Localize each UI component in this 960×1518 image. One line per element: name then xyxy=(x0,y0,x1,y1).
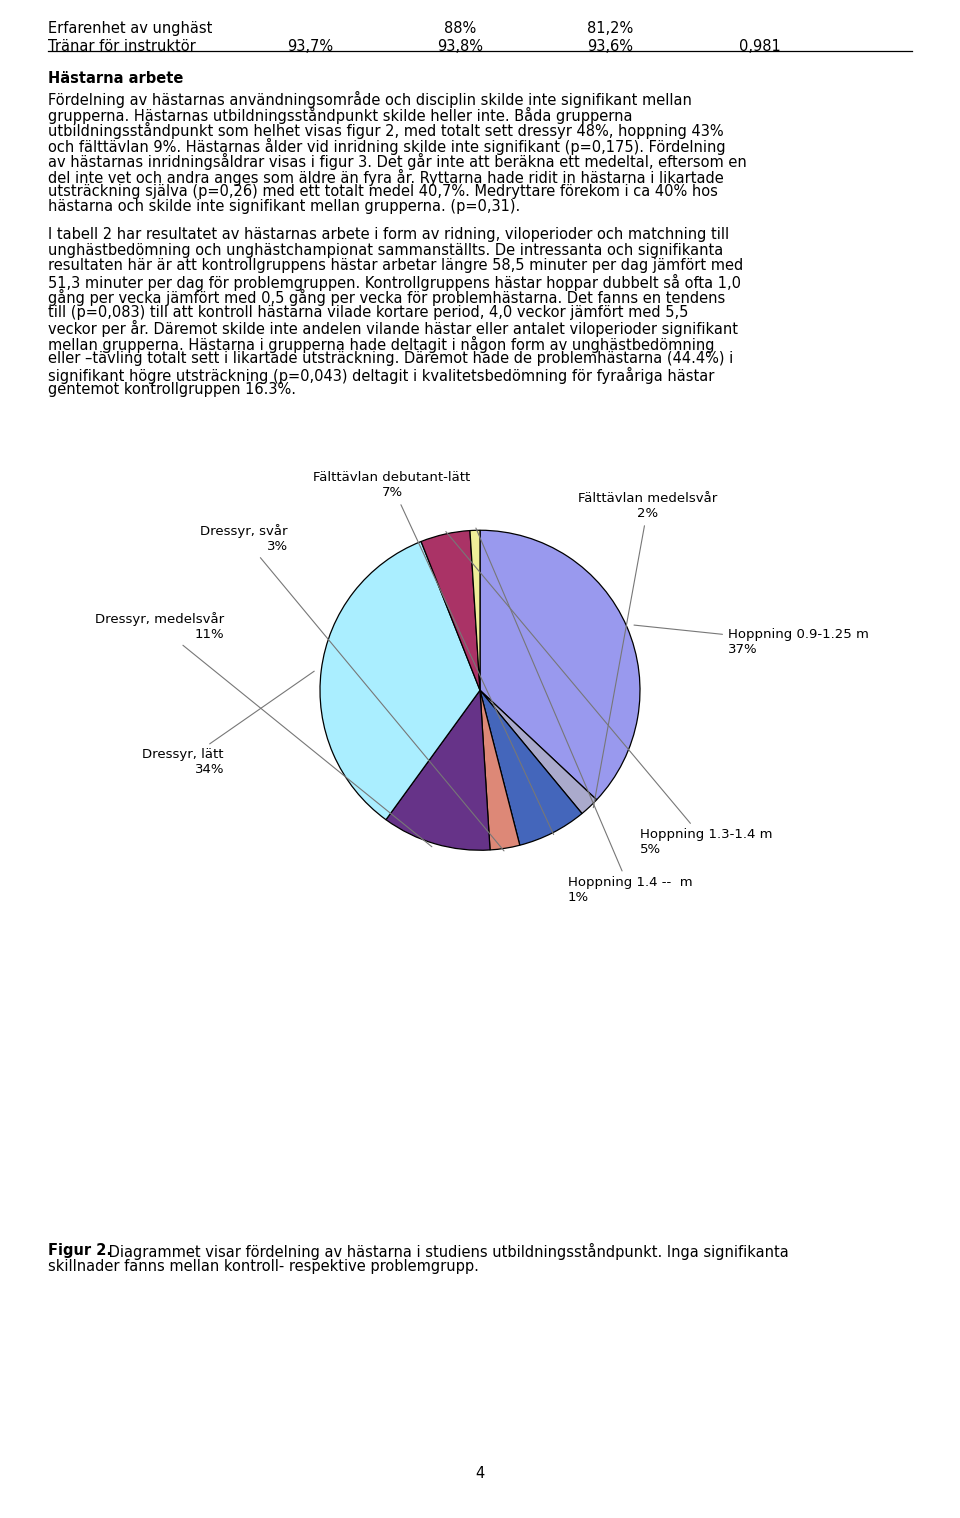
Text: och fälttävlan 9%. Hästarnas ålder vid inridning skilde inte signifikant (p=0,17: och fälttävlan 9%. Hästarnas ålder vid i… xyxy=(48,138,726,155)
Text: del inte vet och andra anges som äldre än fyra år. Ryttarna hade ridit in hästar: del inte vet och andra anges som äldre ä… xyxy=(48,168,724,185)
Text: Figur 2.: Figur 2. xyxy=(48,1243,112,1258)
Text: Erfarenhet av unghäst: Erfarenhet av unghäst xyxy=(48,21,212,36)
Text: gång per vecka jämfört med 0,5 gång per vecka för problemhästarna. Det fanns en : gång per vecka jämfört med 0,5 gång per … xyxy=(48,288,725,307)
Text: unghästbedömning och unghästchampionat sammanställts. De intressanta och signifi: unghästbedömning och unghästchampionat s… xyxy=(48,243,723,258)
Text: gentemot kontrollgruppen 16.3%.: gentemot kontrollgruppen 16.3%. xyxy=(48,383,296,398)
Text: Hoppning 1.4 --  m
1%: Hoppning 1.4 -- m 1% xyxy=(476,528,692,905)
Text: Hoppning 0.9-1.25 m
37%: Hoppning 0.9-1.25 m 37% xyxy=(634,625,869,656)
Text: I tabell 2 har resultatet av hästarnas arbete i form av ridning, viloperioder oc: I tabell 2 har resultatet av hästarnas a… xyxy=(48,228,730,241)
Text: 0,981: 0,981 xyxy=(739,39,780,55)
Wedge shape xyxy=(470,530,480,691)
Text: Hoppning 1.3-1.4 m
5%: Hoppning 1.3-1.4 m 5% xyxy=(445,531,773,856)
Text: utsträckning själva (p=0,26) med ett totalt medel 40,7%. Medryttare förekom i ca: utsträckning själva (p=0,26) med ett tot… xyxy=(48,184,718,199)
Wedge shape xyxy=(480,530,640,800)
Text: hästarna och skilde inte signifikant mellan grupperna. (p=0,31).: hästarna och skilde inte signifikant mel… xyxy=(48,199,520,214)
Text: 93,7%: 93,7% xyxy=(287,39,333,55)
Text: till (p=0,083) till att kontroll hästarna vilade kortare period, 4,0 veckor jämf: till (p=0,083) till att kontroll hästarn… xyxy=(48,305,688,319)
Wedge shape xyxy=(480,691,519,850)
Text: skillnader fanns mellan kontroll- respektive problemgrupp.: skillnader fanns mellan kontroll- respek… xyxy=(48,1258,479,1274)
Text: av hästarnas inridningsåldrar visas i figur 3. Det går inte att beräkna ett mede: av hästarnas inridningsåldrar visas i fi… xyxy=(48,153,747,170)
Wedge shape xyxy=(480,691,582,846)
Wedge shape xyxy=(421,531,480,691)
Text: Dressyr, lätt
34%: Dressyr, lätt 34% xyxy=(142,671,314,776)
Wedge shape xyxy=(320,542,480,820)
Text: 51,3 minuter per dag för problemgruppen. Kontrollgruppens hästar hoppar dubbelt : 51,3 minuter per dag för problemgruppen.… xyxy=(48,273,741,290)
Text: resultaten här är att kontrollgruppens hästar arbetar längre 58,5 minuter per da: resultaten här är att kontrollgruppens h… xyxy=(48,258,743,273)
Text: Diagrammet visar fördelning av hästarna i studiens utbildningsståndpunkt. Inga s: Diagrammet visar fördelning av hästarna … xyxy=(104,1243,789,1260)
Text: eller –tävling totalt sett i likartade utsträckning. Däremot hade de problemhäst: eller –tävling totalt sett i likartade u… xyxy=(48,351,733,366)
Wedge shape xyxy=(480,691,596,814)
Text: 88%: 88% xyxy=(444,21,476,36)
Text: Dressyr, medelsvår
11%: Dressyr, medelsvår 11% xyxy=(95,612,432,847)
Text: 81,2%: 81,2% xyxy=(587,21,634,36)
Text: 4: 4 xyxy=(475,1466,485,1482)
Text: Tränar för instruktör: Tränar för instruktör xyxy=(48,39,196,55)
Text: Hästarna arbete: Hästarna arbete xyxy=(48,71,183,87)
Text: Fälttävlan medelsvår
2%: Fälttävlan medelsvår 2% xyxy=(578,492,718,808)
Text: Dressyr, svår
3%: Dressyr, svår 3% xyxy=(201,524,504,852)
Text: signifikant högre utsträckning (p=0,043) deltagit i kvalitetsbedömning för fyraå: signifikant högre utsträckning (p=0,043)… xyxy=(48,366,714,384)
Text: mellan grupperna. Hästarna i grupperna hade deltagit i någon form av unghästbedö: mellan grupperna. Hästarna i grupperna h… xyxy=(48,335,714,352)
Text: grupperna. Hästarnas utbildningsståndpunkt skilde heller inte. Båda grupperna: grupperna. Hästarnas utbildningsståndpun… xyxy=(48,106,633,123)
Text: Fälttävlan debutant-lätt
7%: Fälttävlan debutant-lätt 7% xyxy=(313,472,554,835)
Text: 93,6%: 93,6% xyxy=(587,39,633,55)
Text: Fördelning av hästarnas användningsområde och disciplin skilde inte signifikant : Fördelning av hästarnas användningsområd… xyxy=(48,91,692,108)
Wedge shape xyxy=(386,691,490,850)
Text: utbildningsståndpunkt som helhet visas figur 2, med totalt sett dressyr 48%, hop: utbildningsståndpunkt som helhet visas f… xyxy=(48,121,724,140)
Text: veckor per år. Däremot skilde inte andelen vilande hästar eller antalet viloperi: veckor per år. Däremot skilde inte andel… xyxy=(48,320,738,337)
Text: 93,8%: 93,8% xyxy=(437,39,483,55)
